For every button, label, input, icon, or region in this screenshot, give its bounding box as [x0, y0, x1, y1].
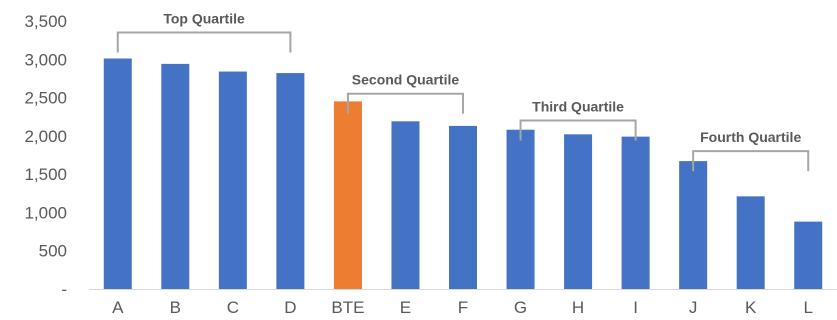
bar-l: [794, 221, 823, 289]
y-tick-label: 3,500: [24, 12, 67, 31]
bar-i: [621, 136, 650, 289]
x-tick-label: B: [170, 298, 181, 317]
quartile-label: Fourth Quartile: [700, 129, 801, 145]
y-tick-label: 1,000: [24, 203, 67, 222]
x-axis: A B C D BTE E F G H I J K L: [89, 289, 837, 317]
y-tick-label: -: [61, 280, 67, 299]
quartile-label: Second Quartile: [352, 72, 460, 88]
bar-e: [391, 121, 420, 290]
bar-k: [736, 196, 765, 289]
x-tick-label: E: [400, 298, 411, 317]
x-tick-label: H: [572, 298, 584, 317]
quartile-bracket: [519, 119, 637, 141]
x-tick-label: L: [803, 298, 812, 317]
quartile-bracket: [116, 31, 292, 53]
bar-a: [103, 58, 132, 289]
quartile-label: Third Quartile: [532, 99, 624, 115]
bar-c: [218, 71, 247, 289]
x-tick-label: F: [458, 298, 468, 317]
y-tick-label: 2,500: [24, 89, 67, 108]
x-tick-label: D: [284, 298, 296, 317]
bar-b: [161, 63, 190, 289]
y-axis: - 500 1,000 1,500 2,000 2,500 3,000 3,500: [24, 12, 67, 299]
y-tick-label: 1,500: [24, 165, 67, 184]
x-tick-label: A: [112, 298, 124, 317]
y-tick-label: 2,000: [24, 127, 67, 146]
x-tick-label: J: [689, 298, 698, 317]
x-tick-label: C: [227, 298, 239, 317]
bar-f: [449, 125, 477, 289]
x-tick-label: G: [514, 298, 527, 317]
bar-g: [506, 129, 535, 289]
bar-d: [276, 73, 305, 289]
bar-h: [564, 134, 593, 289]
y-tick-label: 3,000: [24, 50, 67, 69]
quartile-label: Top Quartile: [163, 10, 245, 26]
x-tick-label: I: [633, 298, 638, 317]
bar-j: [679, 161, 708, 289]
quartile-annotations: Top Quartile Second Quartile Third Quartil…: [116, 10, 810, 172]
bar-bte: [333, 101, 362, 290]
bars: [103, 58, 823, 290]
x-tick-label: BTE: [331, 298, 364, 317]
y-tick-label: 500: [39, 242, 67, 261]
quartile-bracket: [346, 92, 464, 114]
quartile-bracket: [692, 150, 810, 172]
x-tick-label: K: [745, 298, 757, 317]
